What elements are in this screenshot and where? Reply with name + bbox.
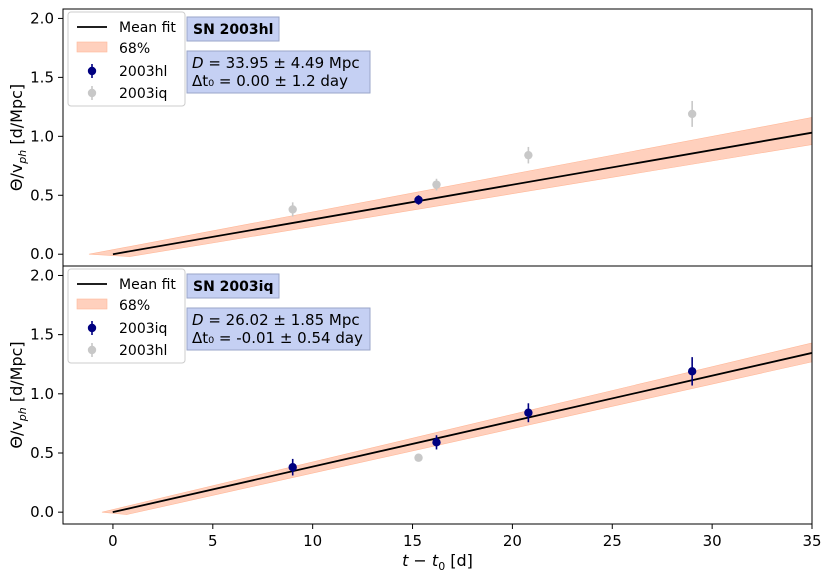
primary-data-point (524, 408, 533, 417)
legend-band-swatch (76, 298, 108, 310)
legend-primary-marker (87, 66, 97, 76)
x-tick-label: 20 (503, 532, 522, 550)
legend-band-label: 68% (119, 41, 150, 57)
plot-area (88, 100, 812, 257)
title-text: SN 2003hl (193, 22, 273, 38)
panel-title: SN 2003iq (186, 273, 280, 299)
distance-text: D = 26.02 ± 1.85 Mpc (192, 311, 360, 329)
y-tick-label: 2.0 (30, 9, 54, 27)
legend-secondary-label: 2003iq (119, 86, 167, 102)
y-tick-label: 0.0 (30, 245, 54, 263)
secondary-data-point (288, 205, 297, 214)
legend-secondary-marker (87, 88, 97, 98)
y-tick-label: 2.0 (30, 266, 54, 284)
panel-2: 0.0 0.5 1.0 1.5 2.0 0 5 10 15 20 25 30 35 Θ/vph [d/Mp… (7, 265, 822, 550)
y-tick-label: 1.0 (30, 127, 54, 145)
title-box (186, 273, 280, 299)
title-text: SN 2003iq (193, 279, 273, 295)
axes-frame (62, 265, 813, 525)
y-tick-label: 0.5 (30, 186, 54, 204)
legend-box (67, 11, 186, 107)
y-axis-label: Θ/vph [d/Mpc] (7, 341, 29, 448)
x-tick-label: 10 (303, 532, 322, 550)
y-tick-label: 1.5 (30, 326, 54, 344)
legend-band-label: 68% (119, 298, 150, 314)
legend-secondary-label: 2003hl (119, 343, 167, 359)
x-axis-label: t − t0 [d] (402, 551, 473, 573)
legend-secondary-marker (87, 345, 97, 355)
legend-primary-label: 2003hl (119, 64, 167, 80)
legend-band-swatch (76, 41, 108, 53)
x-tick-label: 15 (403, 532, 422, 550)
y-tick-label: 1.0 (30, 385, 54, 403)
x-tick-label: 5 (208, 532, 218, 550)
y-tick-label: 1.5 (30, 68, 54, 86)
x-tick-label: 35 (802, 532, 821, 550)
y-tick-label: 0.5 (30, 444, 54, 462)
primary-data-point (687, 367, 697, 376)
secondary-data-point (414, 453, 423, 462)
y-axis-label: Θ/vph [d/Mpc] (7, 84, 29, 191)
plot-area (101, 342, 812, 515)
results-box (186, 307, 371, 351)
panel-1: 0.0 0.5 1.0 1.5 2.0 Θ/vph [d/Mpc] Mean fit 68% 2… (7, 8, 813, 267)
legend-primary-label: 2003iq (119, 321, 167, 337)
confidence-band (101, 342, 812, 515)
secondary-data-point (687, 109, 697, 119)
secondary-data-point (524, 150, 533, 160)
legend: Mean fit 68% 2003hl 2003iq (67, 11, 186, 107)
distance-text: D = 33.95 ± 4.49 Mpc (192, 54, 360, 72)
primary-data-point (414, 195, 423, 205)
legend-primary-marker (87, 323, 97, 333)
confidence-band (88, 117, 812, 257)
x-tick-label: 30 (703, 532, 722, 550)
legend-box (67, 268, 186, 364)
panel-title: SN 2003hl (186, 16, 280, 42)
time-offset-text: Δt₀ = 0.00 ± 1.2 day (192, 72, 348, 90)
title-box (186, 16, 280, 42)
secondary-data-point (432, 180, 441, 189)
x-tick-label: 25 (603, 532, 622, 550)
x-tick-label: 0 (108, 532, 118, 550)
results-box (186, 50, 371, 94)
legend-mean-fit-label: Mean fit (119, 277, 176, 293)
time-offset-text: Δt₀ = -0.01 ± 0.54 day (192, 329, 363, 347)
legend-mean-fit-label: Mean fit (119, 20, 176, 36)
primary-data-point (288, 462, 297, 472)
mean-fit-line (112, 131, 812, 256)
primary-data-point (432, 438, 441, 447)
y-tick-label: 0.0 (30, 503, 54, 521)
mean-fit-line (112, 352, 812, 514)
legend: Mean fit 68% 2003iq 2003hl (67, 268, 186, 364)
